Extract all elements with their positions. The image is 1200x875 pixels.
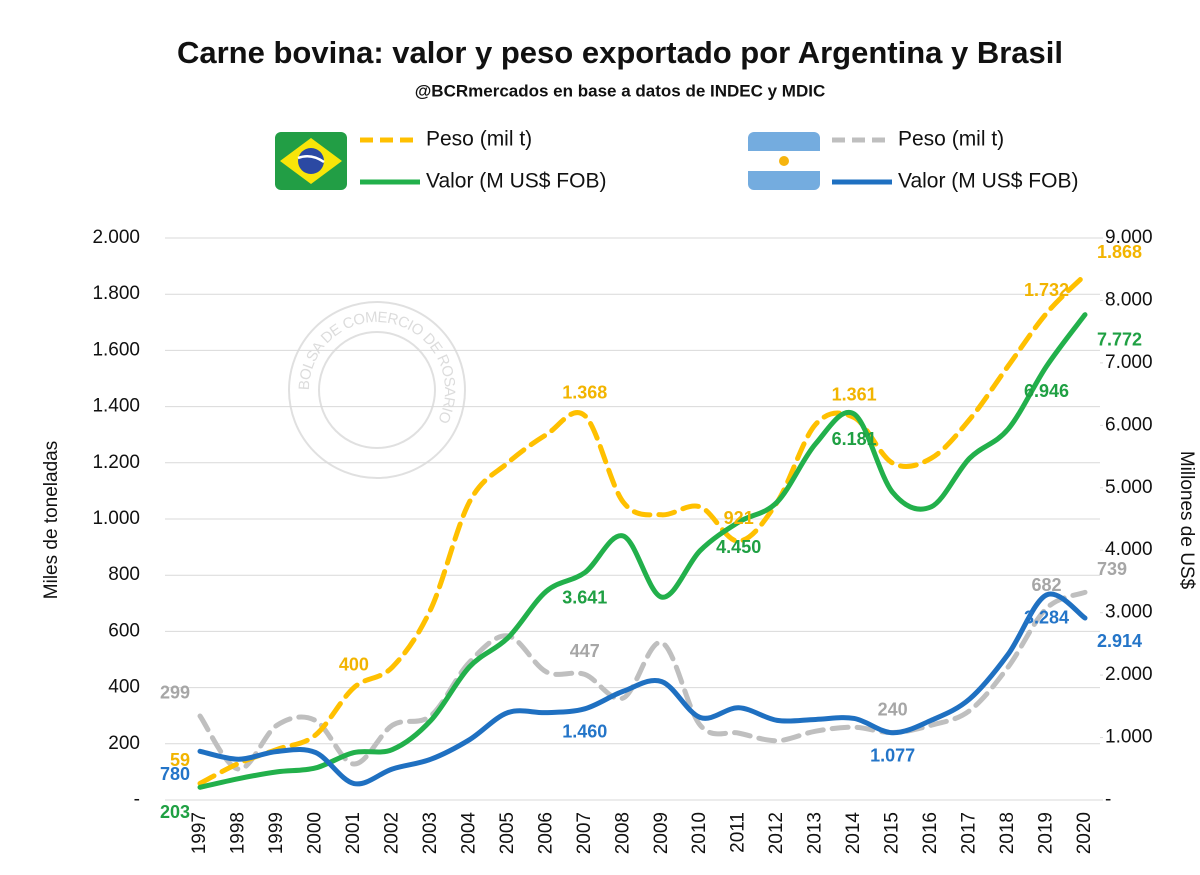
series-line [197,272,1088,786]
data-label: 1.732 [1024,280,1069,300]
y2-tick-label: 4.000 [1105,539,1153,560]
data-label: 682 [1031,575,1061,595]
data-label: 921 [724,508,754,528]
y-tick-label: 1.600 [92,339,140,360]
data-label: 6.181 [832,429,877,449]
y-tick-label: - [134,789,140,810]
x-tick-label: 2000 [304,812,325,854]
y2-tick-label: 3.000 [1105,602,1153,623]
legend-label: Valor (M US$ FOB) [898,170,1078,193]
legend-label: Peso (mil t) [898,128,1004,151]
x-tick-label: 2018 [997,812,1018,854]
chart-title: Carne bovina: valor y peso exportado por… [177,35,1063,70]
data-label: 2.914 [1097,631,1142,651]
flag-argentina [748,132,820,190]
data-label: 1.077 [870,745,915,765]
data-label: 400 [339,654,369,674]
data-label: 1.368 [562,382,607,402]
y-tick-label: 1.400 [92,396,140,417]
y-tick-label: 2.000 [92,227,140,248]
x-tick-label: 1998 [227,812,248,854]
x-tick-label: 2007 [574,812,595,854]
y-tick-label: 1.000 [92,508,140,529]
y-tick-label: 1.800 [92,283,140,304]
data-label: 6.946 [1024,381,1069,401]
x-tick-label: 2004 [458,812,479,855]
series-line [197,591,1088,787]
flag-brasil [275,132,347,190]
x-tick-label: 2001 [343,812,364,854]
data-label: 203 [160,802,190,822]
legend-label: Valor (M US$ FOB) [426,170,606,193]
data-label: 447 [570,641,600,661]
x-tick-label: 2013 [805,812,826,854]
y-axis-title: Miles de toneladas [41,441,62,599]
x-tick-label: 1997 [189,812,210,854]
x-tick-label: 2020 [1074,812,1095,854]
data-label: 4.450 [716,537,761,557]
x-tick-label: 2005 [497,812,518,854]
y2-axis-title: Millones de US$ [1176,451,1197,590]
data-label: 3.284 [1024,608,1069,628]
y2-tick-label: 7.000 [1105,352,1153,373]
data-label: 780 [160,764,190,784]
data-label: 7.772 [1097,329,1142,349]
y2-tick-label: 9.000 [1105,227,1153,248]
legend-label: Peso (mil t) [426,128,532,151]
x-tick-label: 2002 [381,812,402,854]
x-tick-label: 2003 [420,812,441,854]
y-tick-label: 1.200 [92,452,140,473]
legend: Peso (mil t) Valor (M US$ FOB) Peso (mil t… [360,128,1078,193]
x-tick-label: 2008 [612,812,633,854]
data-label: 1.460 [562,722,607,742]
y-tick-label: 200 [108,733,140,754]
x-tick-label: 2006 [535,812,556,854]
chart-subtitle: @BCRmercados en base a datos de INDEC y … [415,81,826,100]
y2-tick-label: 2.000 [1105,664,1153,685]
y2-tick-label: 8.000 [1105,289,1153,310]
x-tick-label: 2010 [689,812,710,854]
data-label: 3.641 [562,587,607,607]
y2-tick-label: 1.000 [1105,727,1153,748]
data-label: 240 [878,699,908,719]
data-label: 1.868 [1097,242,1142,262]
x-tick-label: 2009 [651,812,672,854]
data-label: 299 [160,683,190,703]
data-label: 739 [1097,559,1127,579]
data-label: 1.361 [832,384,877,404]
x-tick-label: 2017 [959,812,980,854]
x-tick-label: 2016 [920,812,941,854]
x-tick-label: 2019 [1036,812,1057,854]
y-tick-label: 800 [108,564,140,585]
y2-tick-label: 6.000 [1105,414,1153,435]
series-line [197,312,1088,790]
y-tick-label: 600 [108,620,140,641]
y2-tick-label: - [1105,789,1111,810]
y2-tick-label: 5.000 [1105,477,1153,498]
data-label: 59 [170,750,190,770]
x-tick-label: 2011 [728,812,749,853]
x-tick-label: 1999 [266,812,287,854]
x-tick-label: 2015 [882,812,903,854]
y-tick-label: 400 [108,677,140,698]
x-tick-label: 2014 [843,812,864,855]
x-tick-label: 2012 [766,812,787,854]
